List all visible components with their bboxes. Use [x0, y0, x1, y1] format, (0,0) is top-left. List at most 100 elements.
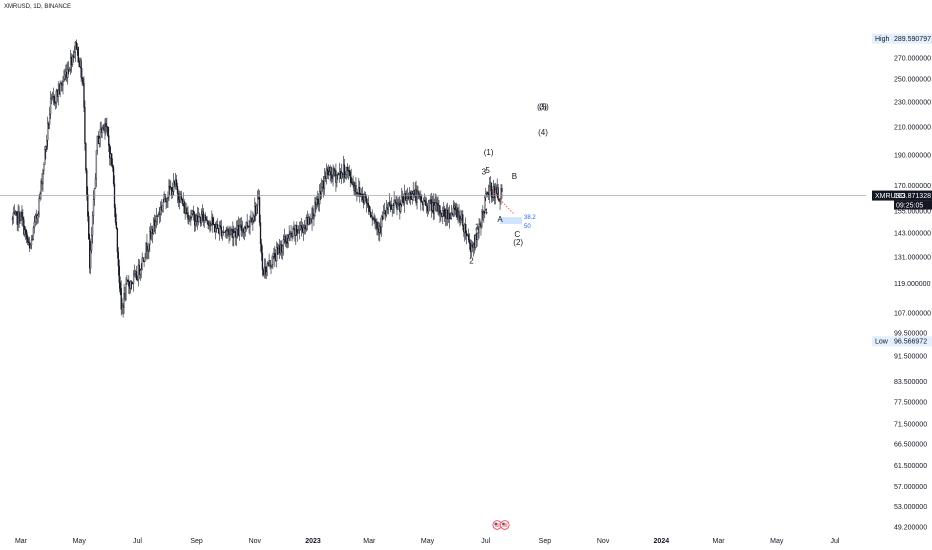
price-axis[interactable]: 270.000000 250.000000 230.000000 210.000000…	[872, 33, 932, 532]
wave-label: 5	[485, 166, 490, 175]
candle	[200, 208, 203, 227]
candle	[465, 230, 468, 245]
candle	[12, 206, 15, 224]
candle	[194, 214, 197, 232]
candle	[28, 236, 31, 252]
wave-label: 1	[475, 222, 480, 231]
candle	[29, 242, 32, 249]
candle	[224, 229, 226, 238]
us-flag-event-icon[interactable]	[492, 520, 502, 530]
candle	[161, 205, 163, 213]
candle	[69, 67, 71, 72]
time-axis[interactable]: Mar May Jul Sep Nov 2023 Mar May Jul Sep Nov 2024 Ma…	[15, 538, 840, 545]
us-flag-event-icon[interactable]	[500, 520, 510, 530]
candle	[501, 184, 503, 199]
wave-label: (2)	[513, 238, 523, 247]
candle	[298, 225, 300, 234]
candle	[298, 221, 301, 240]
candle	[293, 221, 295, 231]
price-tick-label: 53.000000	[894, 504, 927, 511]
time-tick-label: Sep	[190, 538, 203, 545]
candle	[257, 190, 259, 214]
candle	[48, 106, 51, 130]
price-tick-label: 190.000000	[894, 152, 931, 159]
candle	[90, 240, 92, 275]
candle	[80, 57, 82, 82]
candle	[191, 209, 193, 221]
candle	[450, 204, 453, 220]
price-tag-label: Low	[875, 339, 889, 346]
candle	[425, 197, 428, 214]
candle	[253, 213, 255, 224]
candle	[249, 215, 251, 235]
candle	[226, 225, 228, 239]
candle	[326, 166, 328, 179]
time-tick-label: Jul	[481, 538, 490, 545]
time-tick-label: Mar	[713, 538, 726, 545]
candle	[218, 221, 221, 241]
candle	[47, 116, 49, 150]
time-tick-label: May	[73, 538, 87, 545]
wave-label: A	[497, 215, 503, 224]
candlestick-series	[11, 39, 503, 318]
candle	[284, 234, 286, 247]
candle	[359, 180, 361, 203]
candle	[369, 206, 371, 219]
candle	[91, 211, 94, 244]
candle	[177, 189, 180, 207]
fib-level-label: 50	[524, 224, 531, 230]
price-tick-label: 57.000000	[894, 484, 927, 491]
price-tick-label: 270.000000	[894, 56, 931, 63]
candle	[312, 205, 314, 220]
candle	[154, 215, 157, 235]
candle	[123, 283, 125, 315]
candle	[357, 188, 359, 197]
candle	[93, 188, 96, 207]
time-tick-label: Mar	[363, 538, 376, 545]
candle	[355, 177, 357, 197]
candle	[460, 209, 462, 225]
candle	[490, 182, 493, 203]
candle	[205, 216, 207, 221]
candle	[289, 230, 291, 242]
wave-label: (5)	[539, 102, 549, 111]
candle	[166, 196, 168, 208]
candle	[465, 217, 467, 240]
candle	[371, 209, 373, 227]
candle	[478, 218, 480, 239]
candle	[30, 234, 33, 250]
candle	[274, 246, 276, 268]
candle	[148, 242, 150, 260]
candle	[63, 69, 65, 82]
price-tick-label: 61.500000	[894, 463, 927, 470]
candle	[462, 210, 464, 231]
candle	[188, 215, 190, 225]
candle	[109, 143, 111, 166]
price-tick-label: 143.000000	[894, 231, 931, 238]
candle	[336, 174, 338, 188]
candle	[406, 187, 409, 205]
candle	[183, 199, 185, 214]
time-tick-label: Sep	[539, 538, 552, 545]
candle	[467, 228, 470, 243]
candle	[204, 212, 206, 223]
candle	[132, 270, 135, 292]
price-tick-label: 155.000000	[894, 208, 931, 215]
candle	[317, 190, 319, 208]
candle	[187, 205, 189, 224]
candle	[281, 244, 284, 260]
candle	[162, 198, 164, 213]
candle	[500, 184, 502, 205]
candle	[252, 211, 254, 231]
time-tick-label: May	[770, 538, 784, 545]
price-tick-label: 91.500000	[894, 354, 927, 361]
candle	[24, 225, 26, 238]
time-tick-label: Jul	[133, 538, 142, 545]
candle	[131, 280, 133, 290]
price-tick-label: 210.000000	[894, 125, 931, 132]
candle	[259, 214, 262, 252]
candle	[144, 252, 146, 262]
candle	[128, 275, 130, 295]
price-tick-label: 66.500000	[894, 441, 927, 448]
